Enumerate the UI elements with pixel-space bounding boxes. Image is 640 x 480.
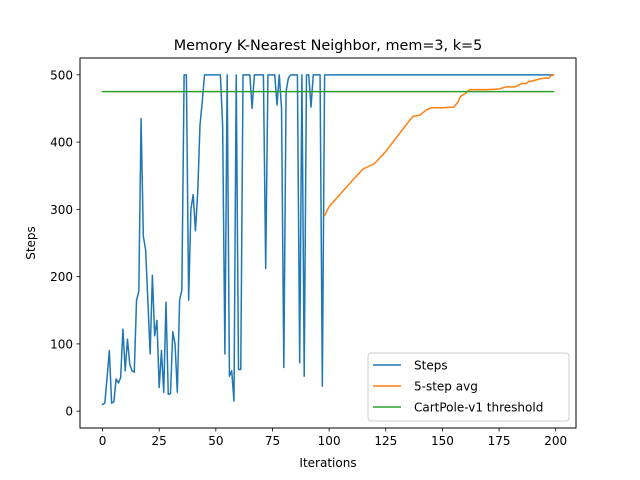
x-tick-label-1: 25 (152, 434, 167, 448)
legend-label-1: 5-step avg (414, 380, 478, 394)
plot-area-frame (79, 57, 577, 429)
x-tick-label-3: 75 (265, 434, 280, 448)
series-line-1 (323, 73, 555, 217)
y-axis-label: Steps (24, 226, 38, 260)
y-tick-label-3: 300 (50, 203, 73, 217)
plot-lines (101, 73, 555, 406)
x-tick-label-2: 50 (208, 434, 223, 448)
legend-box (367, 352, 570, 422)
series-line-0 (101, 74, 555, 406)
x-tick-label-5: 125 (374, 434, 397, 448)
x-axis: 0 25 50 75 100 125 150 175 200 (99, 428, 567, 448)
y-tick-label-0: 0 (65, 405, 73, 419)
legend-label-0: Steps (414, 359, 448, 373)
y-tick-label-1: 100 (50, 337, 73, 351)
x-axis-label: Iterations (299, 456, 356, 470)
x-tick-label-4: 100 (318, 434, 341, 448)
x-tick-label-8: 200 (544, 434, 567, 448)
y-axis: 0 100 200 300 400 500 (50, 68, 80, 419)
x-tick-label-6: 150 (431, 434, 454, 448)
legend: Steps 5-step avg CartPole-v1 threshold (367, 352, 570, 422)
legend-label-2: CartPole-v1 threshold (414, 401, 543, 415)
y-tick-label-5: 500 (50, 68, 73, 82)
x-tick-label-0: 0 (99, 434, 107, 448)
y-tick-label-2: 200 (50, 270, 73, 284)
x-tick-label-7: 175 (488, 434, 511, 448)
y-tick-label-4: 400 (50, 136, 73, 150)
chart-title: Memory K-Nearest Neighbor, mem=3, k=5 (174, 38, 483, 54)
